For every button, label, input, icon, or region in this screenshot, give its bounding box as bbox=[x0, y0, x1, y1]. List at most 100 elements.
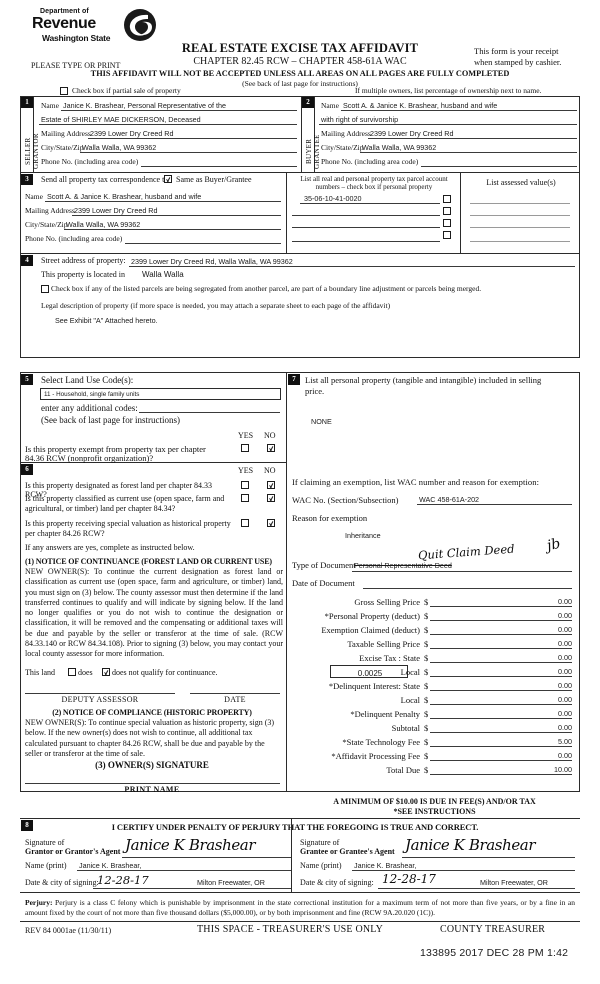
parcel-personal-checkbox-3[interactable] bbox=[443, 231, 451, 239]
perjury-note: Perjury: Perjury is a class C felony whi… bbox=[25, 898, 575, 918]
certify-top-rule bbox=[20, 818, 580, 819]
buyer-label-divider bbox=[314, 97, 315, 172]
see-back-label: (See back of last page for instructions) bbox=[41, 415, 180, 425]
document-type-label: Type of Document bbox=[292, 560, 356, 570]
amount-label-1: *Personal Property (deduct) bbox=[324, 611, 420, 621]
assessed-header: List assessed value(s) bbox=[486, 178, 556, 187]
parcel-personal-checkbox-1[interactable] bbox=[443, 207, 451, 215]
county-treasurer-label: COUNTY TREASURER bbox=[440, 924, 546, 935]
segregated-label: Check box if any of the listed parcels a… bbox=[51, 284, 482, 293]
correspondence-name-value[interactable]: Scott A. & Janice K. Brashear, husband a… bbox=[47, 192, 202, 201]
buyer-mailing-value[interactable]: 2399 Lower Dry Creed Rd bbox=[370, 129, 454, 138]
buyer-name-value[interactable]: Scott A. & Janice K. Brashear, husband a… bbox=[343, 101, 498, 110]
amount-value-11[interactable]: 0.00 bbox=[558, 751, 572, 760]
partial-sale-checkbox[interactable] bbox=[60, 87, 68, 95]
amount-value-0[interactable]: 0.00 bbox=[558, 597, 572, 606]
forest-land-yes-checkbox[interactable] bbox=[241, 481, 249, 489]
exempt-question-line1: Is this property exempt from property ta… bbox=[25, 444, 206, 454]
buyer-citystatezip-value[interactable]: Walla Walla, WA 99362 bbox=[362, 143, 437, 152]
personal-property-value[interactable]: NONE bbox=[311, 417, 332, 426]
amount-value-9[interactable]: 0.00 bbox=[558, 723, 572, 732]
section-6-number: 6 bbox=[21, 464, 33, 475]
exemption-prompt: If claiming an exemption, list WAC numbe… bbox=[292, 477, 540, 487]
does-qualify-checkbox[interactable] bbox=[68, 668, 76, 676]
forest-land-no-checkbox[interactable] bbox=[267, 481, 275, 489]
perjury-text: Perjury is a class C felony which is pun… bbox=[25, 898, 575, 917]
amount-value-4[interactable]: 0.00 bbox=[558, 653, 572, 662]
street-address-value[interactable]: 2399 Lower Dry Creed Rd, Walla Walla, WA… bbox=[131, 257, 293, 266]
buyer-name-value-2[interactable]: with right of survivorship bbox=[321, 115, 399, 124]
page-title: REAL ESTATE EXCISE TAX AFFIDAVIT bbox=[181, 41, 419, 55]
seller-name-value[interactable]: Janice K. Brashear, Personal Representat… bbox=[63, 101, 227, 110]
multiple-owners-note: If multiple owners, list percentage of o… bbox=[355, 86, 542, 95]
correspondence-mailing-label: Mailing Address bbox=[25, 206, 75, 215]
seller-citystatezip-value[interactable]: Walla Walla, WA 99362 bbox=[82, 143, 157, 152]
grantee-name-value[interactable]: Janice K. Brashear, bbox=[354, 861, 417, 870]
legal-description-label: Legal description of property (if more s… bbox=[41, 301, 391, 310]
grantee-city-value[interactable]: Milton Freewater, OR bbox=[480, 878, 548, 887]
amount-value-7[interactable]: 0.00 bbox=[558, 695, 572, 704]
correspondence-divider bbox=[286, 172, 287, 253]
dollar-sign-3: $ bbox=[424, 639, 429, 649]
grantor-name-value[interactable]: Janice K. Brashear, bbox=[79, 861, 142, 870]
amount-value-3[interactable]: 0.00 bbox=[558, 639, 572, 648]
correspondence-citystatezip-value[interactable]: Walla Walla, WA 99362 bbox=[66, 220, 141, 229]
dollar-sign-11: $ bbox=[424, 751, 429, 761]
assessed-divider bbox=[460, 172, 461, 253]
section-2-number: 2 bbox=[302, 97, 314, 108]
parcel-personal-checkbox-0[interactable] bbox=[443, 195, 451, 203]
grantee-date-value[interactable]: 12-28-17 bbox=[382, 872, 436, 886]
amount-value-10[interactable]: 5.00 bbox=[558, 737, 572, 746]
personal-property-prompt-line1: List all personal property (tangible and… bbox=[305, 375, 542, 385]
grantor-sig-label-line1: Signature of bbox=[25, 838, 65, 847]
dollar-sign-8: $ bbox=[424, 709, 429, 719]
notice-continuance-body: NEW OWNER(S): To continue the current de… bbox=[25, 567, 283, 659]
grantor-city-value[interactable]: Milton Freewater, OR bbox=[197, 878, 265, 887]
amount-value-5[interactable]: 0.00 bbox=[558, 667, 572, 676]
correspondence-mailing-value[interactable]: 2399 Lower Dry Creed Rd bbox=[74, 206, 158, 215]
does-not-qualify-checkbox[interactable] bbox=[102, 668, 110, 676]
historic-valuation-no-checkbox[interactable] bbox=[267, 519, 275, 527]
please-type-label: PLEASE TYPE OR PRINT bbox=[31, 61, 121, 70]
perjury-bold-label: Perjury: bbox=[25, 898, 53, 907]
parcel-personal-checkbox-2[interactable] bbox=[443, 219, 451, 227]
same-as-buyer-checkbox[interactable] bbox=[164, 175, 172, 183]
certify-col-divider bbox=[291, 818, 292, 892]
local-rate-box[interactable]: 0.0025 bbox=[330, 665, 408, 678]
current-use-no-checkbox[interactable] bbox=[267, 494, 275, 502]
document-type-value[interactable]: Personal Representative Deed bbox=[354, 561, 452, 570]
exempt-yes-checkbox[interactable] bbox=[241, 444, 249, 452]
grantor-date-value[interactable]: 12-28-17 bbox=[97, 873, 149, 887]
minimum-fee-line1: A MINIMUM OF $10.00 IS DUE IN FEE(S) AND… bbox=[333, 797, 536, 806]
seller-name-value-2[interactable]: Estate of SHIRLEY MAE DICKERSON, Decease… bbox=[41, 115, 201, 124]
section-4-number: 4 bbox=[21, 255, 33, 266]
amount-value-8[interactable]: 0.00 bbox=[558, 709, 572, 718]
grantor-signature[interactable]: Janice K Brashear bbox=[125, 836, 256, 854]
seller-mailing-value[interactable]: 2399 Lower Dry Creed Rd bbox=[90, 129, 174, 138]
lower-outer-box bbox=[20, 372, 580, 792]
perjury-bottom-rule bbox=[20, 921, 580, 922]
amount-value-2[interactable]: 0.00 bbox=[558, 625, 572, 634]
land-use-code-select[interactable]: 11 - Household, single family units bbox=[40, 388, 281, 400]
same-as-buyer-label: Same as Buyer/Grantee bbox=[176, 175, 252, 184]
exempt-no-checkbox[interactable] bbox=[267, 444, 275, 452]
parcel-value-0[interactable]: 35-06-10-41-0020 bbox=[304, 194, 362, 203]
reason-for-exemption-value[interactable]: Inheritance bbox=[345, 531, 381, 540]
wac-number-value[interactable]: WAC 458-61A-202 bbox=[419, 495, 480, 504]
located-in-value[interactable]: Walla Walla bbox=[142, 270, 184, 279]
amount-value-12[interactable]: 10.00 bbox=[554, 765, 572, 774]
amount-value-6[interactable]: 0.00 bbox=[558, 681, 572, 690]
notice-compliance-title: (2) NOTICE OF COMPLIANCE (HISTORIC PROPE… bbox=[52, 708, 252, 717]
logo-state-text: Washington State bbox=[42, 33, 111, 43]
buyer-name-label: Name bbox=[321, 101, 339, 110]
amount-label-9: Subtotal bbox=[391, 723, 420, 733]
grantee-signature[interactable]: Janice K Brashear bbox=[405, 836, 536, 854]
legal-description-value[interactable]: See Exhibit "A" Attached hereto. bbox=[55, 316, 158, 325]
buyer-citystatezip-label: City/State/Zip bbox=[321, 143, 364, 152]
amount-value-1[interactable]: 0.00 bbox=[558, 611, 572, 620]
current-use-yes-checkbox[interactable] bbox=[241, 494, 249, 502]
segregated-checkbox[interactable] bbox=[41, 285, 49, 293]
historic-valuation-yes-checkbox[interactable] bbox=[241, 519, 249, 527]
amount-label-11: *Affidavit Processing Fee bbox=[331, 751, 420, 761]
grantor-name-label: Name (print) bbox=[25, 861, 67, 870]
